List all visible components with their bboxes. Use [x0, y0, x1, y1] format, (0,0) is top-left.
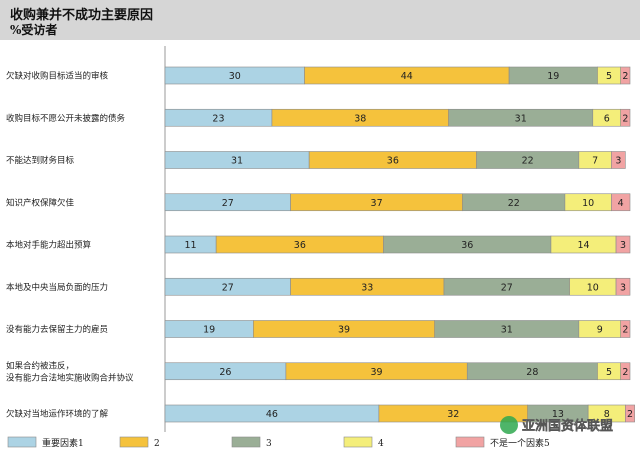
chart-subtitle: %受访者	[10, 23, 58, 37]
category-label: 收购目标不愿公开未披露的债务	[6, 113, 126, 124]
data-label: 46	[266, 409, 278, 420]
data-label: 44	[401, 71, 413, 82]
data-label: 31	[515, 113, 527, 124]
bar-segment	[620, 66, 631, 85]
data-label: 19	[547, 71, 559, 82]
category-label: 欠缺对当地运作环境的了解	[6, 409, 109, 420]
bar-segment	[620, 320, 631, 338]
data-label: 27	[222, 198, 234, 209]
data-label: 2	[622, 325, 628, 336]
data-label: 5	[606, 71, 612, 82]
bar-segment	[611, 193, 631, 212]
data-label: 6	[604, 113, 610, 124]
legend-label: 4	[378, 439, 384, 449]
data-label: 26	[219, 367, 231, 378]
legend-swatch	[231, 436, 261, 448]
legend-swatch	[119, 436, 149, 448]
data-label: 31	[501, 325, 513, 336]
data-label: 8	[604, 409, 610, 420]
category-label: 没有能力去保留主力的雇员	[6, 324, 108, 335]
category-label: 知识产权保障欠佳	[6, 197, 75, 208]
category-label: 如果合约被违反，没有能力合法地实施收购合并协议	[6, 360, 134, 383]
bar-segment	[611, 151, 626, 169]
data-label: 3	[620, 240, 626, 251]
data-label: 10	[587, 282, 599, 293]
data-label: 22	[522, 156, 534, 167]
data-label: 37	[371, 198, 383, 209]
bar-segment	[620, 108, 631, 127]
bar-segment	[625, 404, 635, 423]
legend-label: 不是一个因素5	[490, 437, 550, 449]
data-label: 32	[447, 409, 459, 420]
data-label: 2	[627, 409, 633, 420]
category-label: 本地及中央当局负面的压力	[6, 282, 108, 293]
bar-segment	[615, 235, 631, 254]
bar-segment	[620, 362, 631, 381]
data-label: 2	[622, 113, 628, 124]
data-label: 10	[582, 198, 594, 209]
legend-swatch	[343, 436, 373, 448]
data-label: 38	[354, 113, 366, 124]
legend-label: 3	[266, 439, 272, 449]
watermark-logo	[500, 416, 518, 434]
data-label: 5	[606, 367, 612, 378]
title-bar: 收购兼并不成功主要原因 %受访者	[0, 0, 640, 40]
legend-swatch	[7, 436, 37, 448]
legend-label: 重要因素1	[42, 437, 84, 449]
category-label: 欠缺对收购目标适当的审核	[6, 71, 109, 82]
data-label: 39	[371, 367, 383, 378]
data-label: 27	[501, 282, 513, 293]
legend-label: 2	[154, 439, 160, 449]
data-label: 22	[508, 198, 520, 209]
data-label: 13	[552, 409, 564, 420]
data-label: 2	[622, 367, 628, 378]
data-label: 9	[597, 325, 603, 336]
category-label: 本地对手能力超出预算	[6, 240, 92, 251]
data-label: 39	[338, 325, 350, 336]
data-label: 30	[229, 71, 241, 82]
watermark-text: 亚洲国资体联盟	[522, 418, 613, 434]
data-label: 28	[526, 367, 538, 378]
data-label: 4	[618, 198, 624, 209]
chart-title: 收购兼并不成功主要原因	[10, 8, 154, 23]
data-label: 23	[212, 113, 224, 124]
data-label: 36	[461, 240, 473, 251]
data-label: 36	[294, 240, 306, 251]
data-label: 11	[185, 240, 197, 251]
data-label: 19	[203, 325, 215, 336]
data-label: 36	[387, 156, 399, 167]
legend-swatch	[455, 436, 485, 448]
data-label: 27	[222, 282, 234, 293]
data-label: 7	[592, 156, 598, 167]
data-label: 33	[361, 282, 373, 293]
data-label: 31	[231, 156, 243, 167]
data-label: 3	[620, 282, 626, 293]
data-label: 3	[615, 156, 621, 167]
bar-segment	[615, 277, 631, 296]
data-label: 2	[622, 71, 628, 82]
data-label: 14	[577, 240, 589, 251]
category-label: 不能达到财务目标	[6, 155, 75, 166]
